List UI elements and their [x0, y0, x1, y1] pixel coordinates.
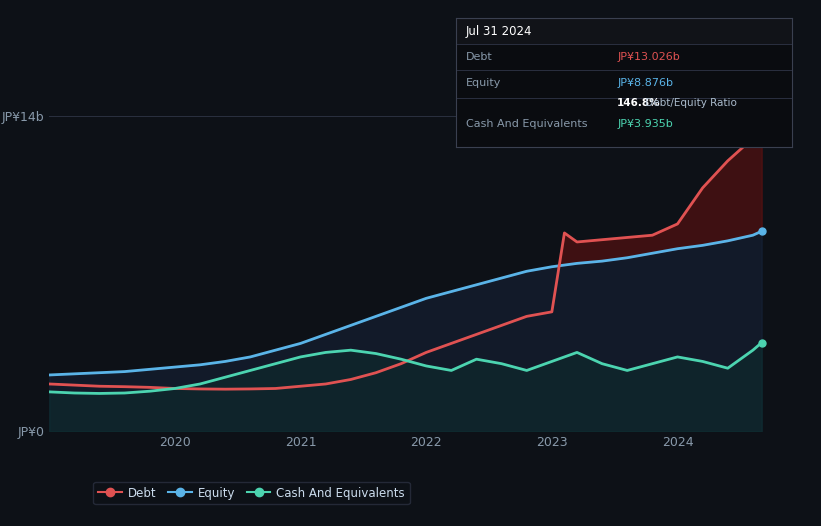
Text: JP¥3.935b: JP¥3.935b [617, 119, 673, 129]
Text: Equity: Equity [466, 78, 501, 88]
Text: Debt/Equity Ratio: Debt/Equity Ratio [643, 98, 737, 108]
Legend: Debt, Equity, Cash And Equivalents: Debt, Equity, Cash And Equivalents [94, 482, 410, 504]
Text: Debt: Debt [466, 52, 493, 62]
Text: JP¥8.876b: JP¥8.876b [617, 78, 673, 88]
Text: Jul 31 2024: Jul 31 2024 [466, 25, 532, 38]
Text: JP¥13.026b: JP¥13.026b [617, 52, 680, 62]
Text: Cash And Equivalents: Cash And Equivalents [466, 119, 587, 129]
Text: 146.8%: 146.8% [617, 98, 661, 108]
Bar [456, 18, 792, 44]
